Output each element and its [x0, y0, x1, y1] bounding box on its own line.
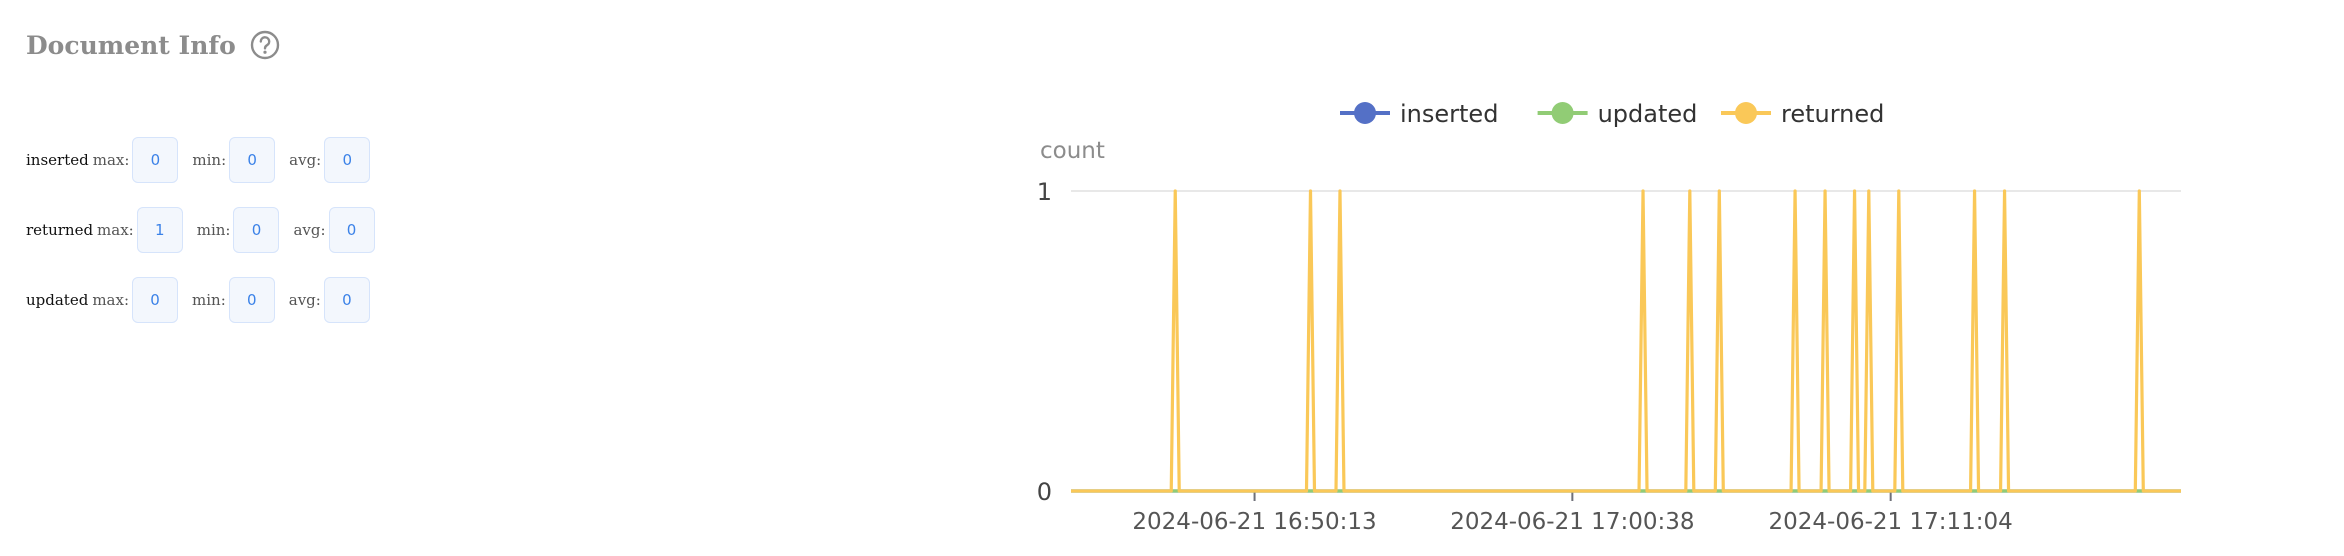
- min-label: min:: [192, 151, 227, 169]
- min-label: min:: [192, 291, 226, 309]
- avg-value: 0: [324, 137, 371, 183]
- chart-svg: inserted updated returned count 0 1 2024-06-21…: [1037, 100, 2181, 535]
- stat-name: returned: [26, 221, 94, 239]
- max-value: 0: [132, 137, 179, 183]
- stat-row-inserted: inserted max: 0 min: 0 avg: 0: [26, 125, 385, 195]
- legend-label-inserted: inserted: [1400, 100, 1498, 128]
- stat-row-returned: returned max: 1 min: 0 avg: 0: [26, 195, 385, 265]
- max-label: max:: [92, 151, 130, 169]
- legend-label-returned: returned: [1781, 100, 1884, 128]
- panel-header: Document Info: [26, 30, 280, 60]
- x-tick-label: 2024-06-21 16:50:13: [1132, 509, 1376, 535]
- avg-value: 0: [323, 277, 370, 323]
- y-axis-title: count: [1040, 138, 1105, 164]
- legend-marker-updated: [1551, 102, 1574, 124]
- max-label: max:: [97, 221, 134, 239]
- stat-name: inserted: [26, 151, 89, 169]
- stats-list: inserted max: 0 min: 0 avg: 0 returned m…: [26, 125, 385, 335]
- max-value: 1: [136, 207, 183, 253]
- min-label: min:: [196, 221, 231, 239]
- question-circle-icon[interactable]: [250, 30, 280, 60]
- min-value: 0: [228, 277, 275, 323]
- x-tick-label: 2024-06-21 17:00:38: [1450, 509, 1694, 535]
- series-line-returned: [1071, 189, 2181, 493]
- avg-label: avg:: [289, 151, 322, 169]
- legend-marker-inserted: [1354, 102, 1376, 124]
- x-tick-label: 2024-06-21 17:11:04: [1769, 509, 2013, 535]
- y-tick-label: 0: [1037, 478, 1052, 506]
- avg-value: 0: [328, 207, 375, 253]
- panel-title: Document Info: [26, 30, 236, 60]
- stat-name: updated: [26, 291, 89, 309]
- max-label: max:: [92, 291, 130, 309]
- legend-label-updated: updated: [1598, 100, 1698, 128]
- max-value: 0: [132, 277, 179, 323]
- y-tick-label: 1: [1037, 178, 1052, 206]
- avg-label: avg:: [293, 221, 326, 239]
- min-value: 0: [229, 137, 276, 183]
- count-chart: inserted updated returned count 0 1 2024-06-21…: [1020, 80, 2260, 556]
- legend-marker-returned: [1735, 102, 1757, 124]
- avg-label: avg:: [288, 291, 321, 309]
- min-value: 0: [233, 207, 280, 253]
- stat-row-updated: updated max: 0 min: 0 avg: 0: [26, 265, 385, 335]
